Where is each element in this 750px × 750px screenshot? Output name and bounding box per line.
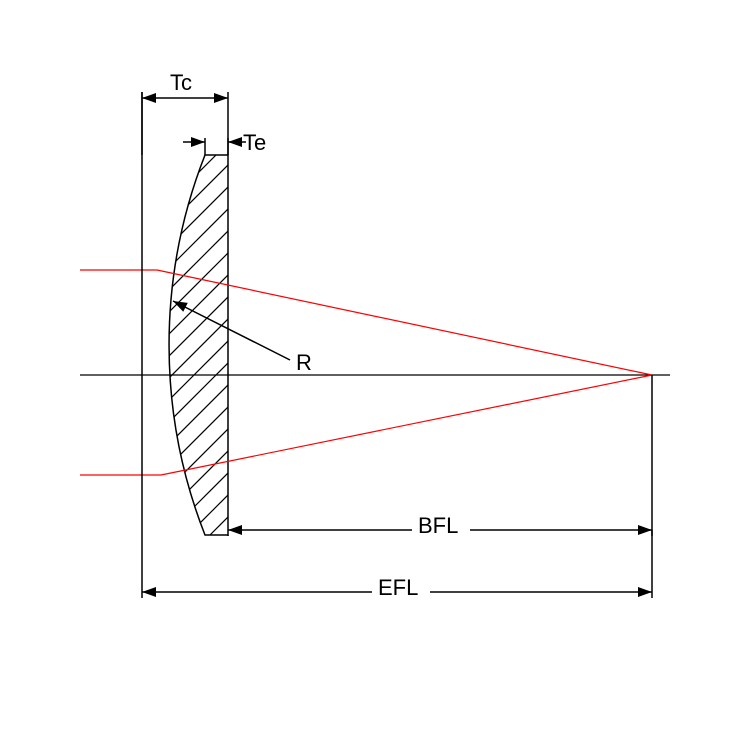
lens-outline: [169, 155, 228, 535]
label-efl: EFL: [378, 575, 418, 600]
label-tc: Tc: [170, 70, 192, 95]
label-r: R: [296, 350, 312, 375]
label-te: Te: [243, 130, 266, 155]
label-bfl: BFL: [418, 513, 458, 538]
ray-group: [80, 270, 652, 475]
